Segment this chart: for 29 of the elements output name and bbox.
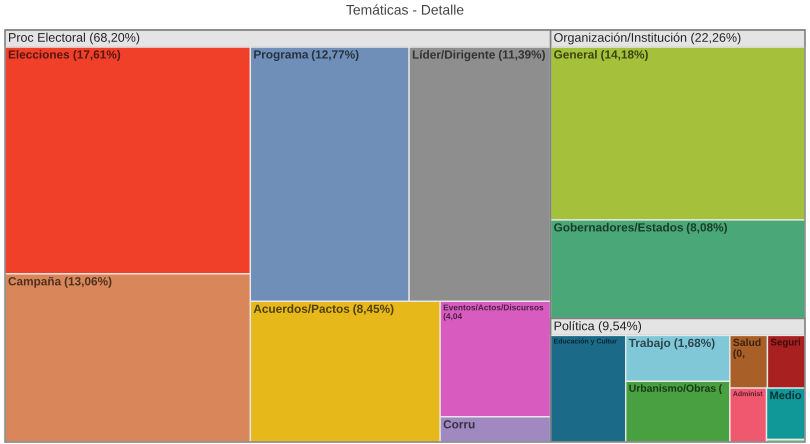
category-label: Programa (254, 50, 309, 62)
category-label: Urbanismo/Obras (629, 384, 716, 392)
data-label: (4,04 (444, 312, 462, 321)
category-label: Acuerdos/Pactos (254, 304, 350, 314)
category-label: Salud (733, 338, 761, 346)
text: Temáticas - Detalle (346, 4, 464, 15)
data-label: (13,06%) (64, 276, 112, 288)
category-label: Medio (770, 391, 802, 400)
category-label: Eventos/Actos/Discursos (444, 304, 544, 310)
text: Proc Electoral (68,20%) (9, 32, 140, 44)
category-label: General (554, 50, 597, 59)
data-label: (12,77%) (312, 50, 359, 62)
data-label: (1,68%) (674, 338, 715, 350)
data-label: ( (719, 384, 722, 394)
category-label: Corru (444, 420, 474, 428)
text: Política (9,54%) (554, 321, 642, 333)
data-label: (17,61%) (73, 50, 120, 62)
data-label: (0, (733, 349, 744, 359)
category-label: Campaña (8, 276, 62, 288)
category-label: Elecciones (8, 50, 70, 59)
data-label: (8,45%) (353, 304, 394, 316)
category-label: Líder/Dirigente (412, 50, 495, 62)
category-label: Trabajo (628, 338, 670, 350)
category-label: Gobernadores/Estados (554, 222, 684, 232)
text: Organización/Institución (22,26%) (554, 32, 740, 44)
data-label: (8,08%) (686, 222, 727, 234)
data-label: (14,18%) (601, 50, 648, 62)
category-label: Seguri (770, 338, 800, 348)
data-label: (11,39%) (498, 50, 545, 62)
